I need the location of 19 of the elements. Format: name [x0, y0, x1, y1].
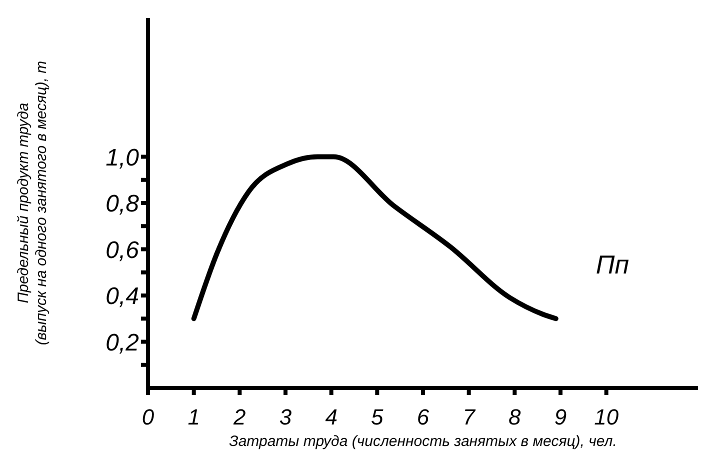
- y-tick-label: 0,8: [106, 190, 140, 218]
- y-tick-label: 0,4: [106, 283, 139, 310]
- y-tick-label: 0,6: [106, 236, 140, 264]
- x-tick-label: 8: [508, 404, 522, 430]
- x-tick-label: 10: [594, 404, 620, 430]
- x-tick-label: 2: [232, 404, 246, 430]
- x-axis-title: Затраты труда (численность занятых в месяц), чел.: [229, 433, 617, 450]
- y-tick-label: 1,0: [106, 144, 140, 172]
- x-tick-label: 0: [142, 404, 155, 430]
- x-tick-label: 9: [554, 404, 567, 430]
- x-tick-label: 6: [416, 404, 430, 430]
- x-tick-label: 5: [371, 404, 384, 430]
- text: Пп: [596, 250, 630, 280]
- x-tick-label: 7: [462, 404, 476, 430]
- x-tick-label: 3: [279, 404, 292, 430]
- y-tick-label: 0,2: [106, 329, 139, 356]
- x-tick-label: 1: [188, 404, 200, 430]
- x-tick-label: 4: [325, 404, 338, 430]
- y-axis-title: Предельный продукт труда (выпуск на одного занятого в месяц), т: [15, 60, 50, 346]
